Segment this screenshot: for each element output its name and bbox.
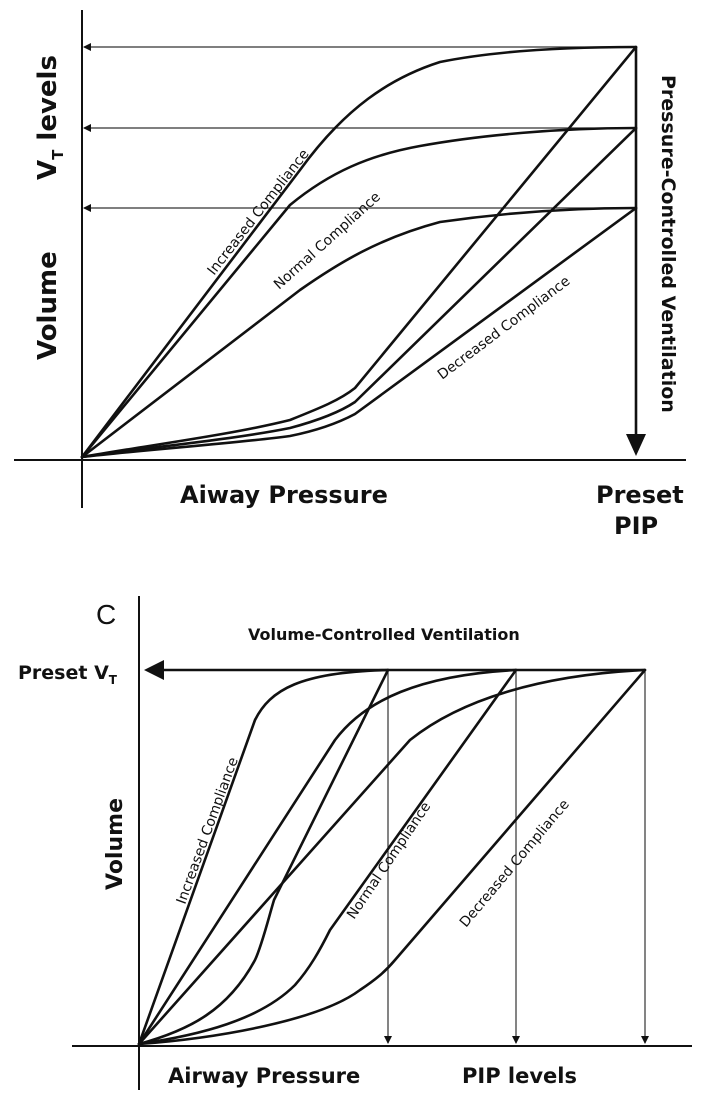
panel-a-label-normal-compliance: Normal Compliance: [271, 189, 384, 293]
panel-a-preset-pip-arrowhead: [626, 434, 646, 456]
panel-c-title: Volume-Controlled Ventilation: [248, 625, 520, 644]
panel-a-x-label: Aiway Pressure: [180, 481, 388, 509]
panel-a-y-label-vt-levels: VT levels: [33, 55, 67, 180]
panel-c-curve-increased-expiration: [137, 668, 390, 1046]
panel-c-curve-increased-inspiration: [137, 668, 390, 1046]
panel-a-curve-increased-expiration: [80, 45, 638, 459]
panel-a-label-decreased-compliance: Decreased Compliance: [435, 273, 574, 383]
panel-a-y-label-volume: Volume: [33, 251, 63, 360]
panel-c-curve-normal-inspiration: [137, 668, 518, 1046]
panel-c-pip-levels-label: PIP levels: [462, 1064, 577, 1088]
panel-c-curve-normal-expiration: [137, 668, 518, 1046]
panel-a-preset-label-line2: PIP: [614, 512, 658, 540]
panel-c-curve-decreased-expiration: [137, 668, 647, 1046]
panel-c-letter: C: [96, 599, 116, 630]
panel-a-curve-decreased-expiration: [80, 206, 638, 459]
panel-c-label-normal-compliance: Normal Compliance: [344, 799, 434, 922]
panel-a-curve-decreased-inspiration: [80, 206, 638, 459]
panel-a-mode-label: Pressure-Controlled Ventilation: [657, 75, 679, 413]
panel-c-preset-vt-arrowhead: [144, 660, 164, 680]
panel-c-x-label: Airway Pressure: [168, 1064, 360, 1088]
panel-c: C Volume-Controlled Ventilation Preset V…: [18, 596, 692, 1090]
panel-a-curve-normal-expiration: [80, 126, 638, 459]
panel-c-y-label-volume: Volume: [103, 798, 128, 890]
panel-c-label-decreased-compliance: Decreased Compliance: [457, 797, 573, 931]
panel-c-preset-vt-label: Preset VT: [18, 662, 118, 687]
panel-a-preset-label-line1: Preset: [596, 481, 684, 509]
panel-a: Increased Compliance Normal Compliance D…: [14, 10, 686, 540]
panel-c-label-increased-compliance: Increased Compliance: [174, 755, 242, 906]
panel-a-curve-increased-inspiration: [80, 45, 638, 459]
